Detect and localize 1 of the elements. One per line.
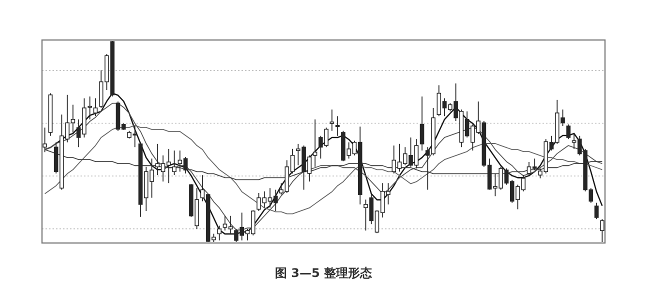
text: 图 3—5 整理形态 xyxy=(274,266,374,280)
